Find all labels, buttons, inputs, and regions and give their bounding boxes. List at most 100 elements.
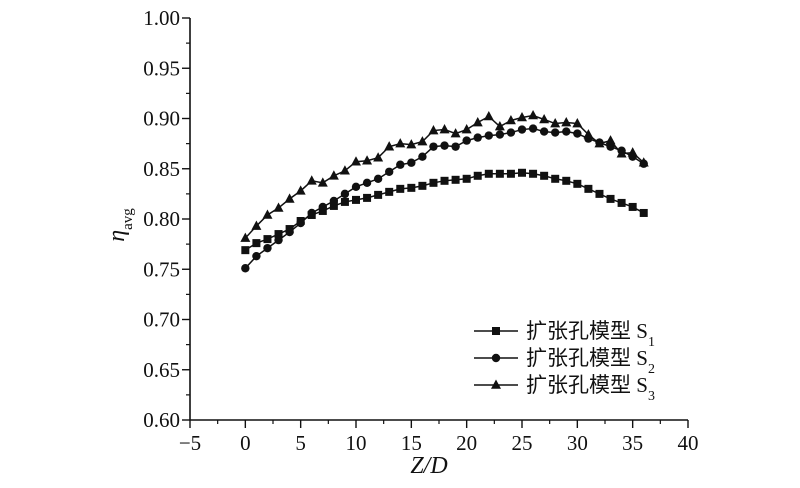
- series-1-point: [385, 187, 394, 196]
- series-3-point: [306, 175, 317, 185]
- series-1-point: [429, 178, 438, 187]
- series-3-point: [351, 156, 361, 166]
- y-tick-label: 0.95: [143, 56, 180, 80]
- legend-label: 扩张孔模型 S3: [526, 373, 655, 404]
- series-2-point: [407, 158, 416, 167]
- series-3-point: [450, 128, 461, 138]
- x-tick-label: −5: [179, 431, 201, 455]
- series-2-point: [528, 124, 538, 133]
- x-tick-label: 25: [512, 431, 533, 455]
- series-2-point: [539, 127, 549, 136]
- series-2: [241, 124, 648, 273]
- legend-label-subscript: 2: [648, 362, 655, 377]
- series-3-point: [317, 177, 328, 187]
- series-1-point: [352, 195, 360, 204]
- legend-item-1: 扩张孔模型 S1: [474, 319, 655, 350]
- legend-label-main: 扩张孔模型 S: [526, 346, 648, 370]
- series-3-point: [583, 129, 594, 139]
- series-2-point: [429, 142, 438, 151]
- series-2-point: [462, 136, 471, 145]
- x-tick-label: 20: [456, 431, 477, 455]
- x-axis-title: Z/D: [410, 453, 447, 479]
- series-1-point: [573, 179, 582, 188]
- series-1-point: [462, 174, 471, 183]
- series-3-point: [638, 157, 649, 167]
- series-2-point: [484, 131, 493, 140]
- series-1-point: [628, 202, 637, 211]
- series-1-point: [639, 208, 648, 217]
- series-3-point: [561, 117, 572, 127]
- series-3-point: [605, 135, 616, 145]
- series-3-point: [528, 109, 539, 120]
- series-2-point: [551, 128, 560, 137]
- series-3-point: [517, 111, 527, 122]
- series-3-point: [395, 138, 406, 148]
- series-1-point: [484, 169, 493, 178]
- series-2-point: [263, 243, 272, 253]
- series-1-point: [451, 175, 460, 184]
- y-axis: 0.60 0.65 0.70 0.75 0.80 0.85 0.90 0.95 1.00: [143, 6, 190, 432]
- y-tick-label: 0.90: [143, 107, 180, 131]
- series-2-point: [451, 142, 460, 151]
- y-tick-label: 1.00: [143, 6, 180, 30]
- series-2-point: [307, 208, 316, 218]
- series-3-point: [439, 124, 450, 134]
- series-2-point: [506, 128, 516, 137]
- x-tick-label: 0: [240, 431, 251, 455]
- series-3-point: [262, 209, 273, 219]
- series-3-point: [627, 147, 638, 157]
- legend-marker: [492, 327, 500, 335]
- series-3-point: [594, 138, 605, 148]
- series-2-point: [252, 251, 261, 261]
- series-1-point: [595, 189, 604, 198]
- series-1-point: [407, 183, 416, 192]
- series-2-point: [385, 167, 394, 176]
- series-3-point: [505, 115, 516, 125]
- series-1-point: [340, 197, 349, 206]
- series-1-point: [518, 168, 526, 177]
- series-1-point: [551, 174, 560, 183]
- y-axis-title-main: η: [104, 230, 130, 242]
- series-1-point: [540, 171, 549, 180]
- series-1-point: [274, 230, 283, 239]
- series-2-point: [362, 178, 372, 188]
- series-layer: [240, 109, 649, 273]
- series-2-point: [562, 127, 571, 136]
- legend-label-subscript: 1: [648, 335, 655, 350]
- series-3-point: [328, 170, 339, 180]
- series-1-point: [562, 176, 571, 185]
- series-1-point: [529, 169, 538, 178]
- legend-marker: [491, 379, 501, 389]
- legend-item-2: 扩张孔模型 S2: [474, 346, 655, 377]
- series-3-point: [539, 114, 550, 124]
- legend-label-subscript: 3: [648, 389, 655, 404]
- series-1: [241, 168, 648, 255]
- y-tick-label: 0.70: [143, 308, 180, 332]
- legend-label-main: 扩张孔模型 S: [526, 373, 648, 397]
- series-1-point: [506, 169, 515, 178]
- y-tick-label: 0.75: [143, 257, 180, 281]
- series-1-point: [374, 190, 383, 199]
- series-3-point: [572, 118, 583, 128]
- series-2-point: [274, 235, 283, 245]
- series-1-point: [329, 201, 338, 210]
- y-axis-title-subscript: avg: [120, 208, 136, 230]
- y-tick-label: 0.65: [143, 358, 180, 382]
- series-2-point: [396, 160, 405, 169]
- series-1-point: [363, 193, 372, 202]
- series-3: [240, 109, 649, 242]
- y-tick-label: 0.80: [143, 207, 180, 231]
- y-axis-title: ηavg: [104, 208, 136, 242]
- series-1-point: [617, 198, 626, 207]
- series-3-point: [483, 110, 494, 121]
- series-3-point: [550, 118, 561, 128]
- series-3-point: [273, 202, 284, 212]
- series-3-point: [384, 141, 395, 151]
- x-tick-label: 15: [401, 431, 422, 455]
- series-1-point: [473, 171, 482, 180]
- series-1-point: [396, 184, 405, 193]
- series-3-point: [616, 148, 627, 158]
- x-tick-label: 5: [295, 431, 306, 455]
- series-2-point: [351, 182, 361, 192]
